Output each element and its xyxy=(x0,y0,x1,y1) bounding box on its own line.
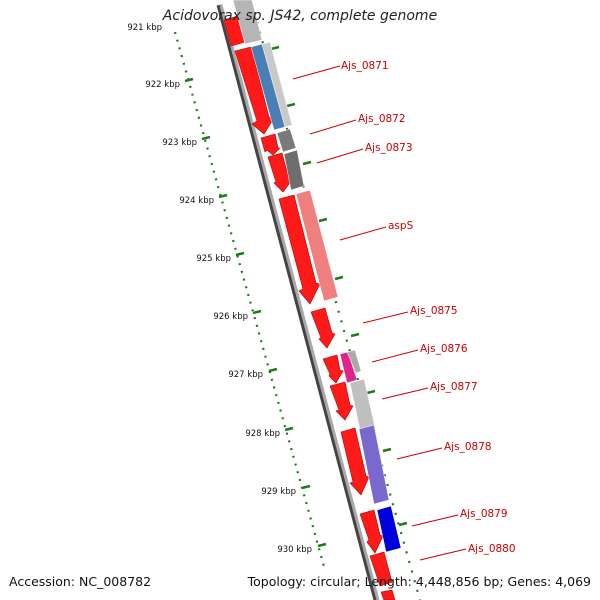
cog-bar xyxy=(358,424,390,505)
scale-tick xyxy=(201,135,211,141)
cog-bar xyxy=(276,128,297,153)
gene-arrow xyxy=(369,551,393,587)
outer-ring-ticks xyxy=(270,45,408,527)
scale-tick xyxy=(184,77,194,83)
scale-tick xyxy=(252,309,262,315)
outer-tick xyxy=(302,160,312,166)
leader-line xyxy=(309,119,357,135)
scale-tick xyxy=(218,193,228,199)
cog-bar xyxy=(346,349,362,374)
gene-arrow xyxy=(278,194,321,305)
leader-lines xyxy=(292,65,467,561)
scale-label: 930 kbp xyxy=(277,545,312,555)
cog-bar xyxy=(232,0,263,45)
leader-line xyxy=(411,514,459,527)
gene-label[interactable]: Ajs_0877 xyxy=(430,381,478,393)
cog-bar xyxy=(349,378,376,431)
scale-label: 929 kbp xyxy=(261,487,296,497)
leader-line xyxy=(371,349,419,363)
backbone-shadow xyxy=(216,4,379,600)
cog-bar xyxy=(261,41,293,128)
gene-label[interactable]: Ajs_0875 xyxy=(410,305,458,317)
cog-bar xyxy=(295,189,339,302)
gene-arrow xyxy=(359,509,384,554)
gene-label[interactable]: Ajs_0871 xyxy=(341,60,389,72)
outer-tick xyxy=(270,45,280,51)
outer-tick xyxy=(318,217,328,223)
gene-arrow xyxy=(340,427,370,496)
leader-line xyxy=(419,548,467,561)
scale-label: 927 kbp xyxy=(228,370,263,380)
leader-line xyxy=(339,226,387,241)
outer-tick xyxy=(366,389,376,395)
scale-tick xyxy=(317,542,327,548)
topology-text: Topology: circular; Length: 4,448,856 bp… xyxy=(247,574,591,589)
genome-title: Acidovorax sp. JS42, complete genome xyxy=(162,8,438,24)
scale-ticks xyxy=(184,77,327,548)
accession-text: Accession: NC_008782 xyxy=(9,574,152,589)
gene-arrow xyxy=(380,589,396,600)
cog-bar xyxy=(283,149,305,191)
outer-tick xyxy=(382,447,392,453)
gene-arrows xyxy=(223,15,396,600)
cog-bar xyxy=(339,351,358,384)
scale-label: 923 kbp xyxy=(162,138,197,148)
outer-tick xyxy=(350,332,360,338)
cog-bar xyxy=(376,505,402,553)
gene-label[interactable]: Ajs_0876 xyxy=(420,343,468,355)
scale-tick xyxy=(284,426,294,432)
leader-line xyxy=(292,65,341,80)
scale-dotted-ring xyxy=(173,31,327,571)
scale-label: 928 kbp xyxy=(245,429,280,439)
scale-label: 924 kbp xyxy=(179,196,214,206)
leader-line xyxy=(362,311,409,324)
gene-labels: Ajs_0871 Ajs_0872 Ajs_0873 aspS Ajs_0875… xyxy=(341,60,516,555)
gene-label[interactable]: Ajs_0878 xyxy=(444,441,492,453)
scale-labels: 921 kbp 922 kbp 923 kbp 924 kbp 925 kbp … xyxy=(127,23,312,555)
cog-bars xyxy=(232,0,402,553)
leader-line xyxy=(396,447,443,460)
scale-tick xyxy=(301,484,311,490)
outer-tick xyxy=(398,521,408,527)
scale-tick xyxy=(268,367,278,373)
outer-tick xyxy=(334,275,344,281)
gene-label[interactable]: Ajs_0879 xyxy=(460,508,508,520)
backbone xyxy=(219,4,380,600)
gene-arrow xyxy=(260,133,281,156)
gene-label[interactable]: Ajs_0872 xyxy=(358,113,406,125)
leader-line xyxy=(381,387,429,400)
leader-line xyxy=(316,148,364,164)
outer-tick xyxy=(286,102,296,108)
gene-arrow xyxy=(322,354,344,384)
gene-arrow xyxy=(329,381,354,421)
scale-label: 921 kbp xyxy=(127,23,162,33)
scale-tick xyxy=(235,251,245,257)
gene-label[interactable]: Ajs_0880 xyxy=(468,543,516,555)
gene-label[interactable]: aspS xyxy=(388,220,414,232)
gene-arrow xyxy=(267,152,293,193)
gene-arrow xyxy=(310,307,336,349)
scale-label: 926 kbp xyxy=(213,312,248,322)
scale-label: 922 kbp xyxy=(145,80,180,90)
scale-label: 925 kbp xyxy=(196,254,231,264)
gene-label[interactable]: Ajs_0873 xyxy=(365,142,413,154)
